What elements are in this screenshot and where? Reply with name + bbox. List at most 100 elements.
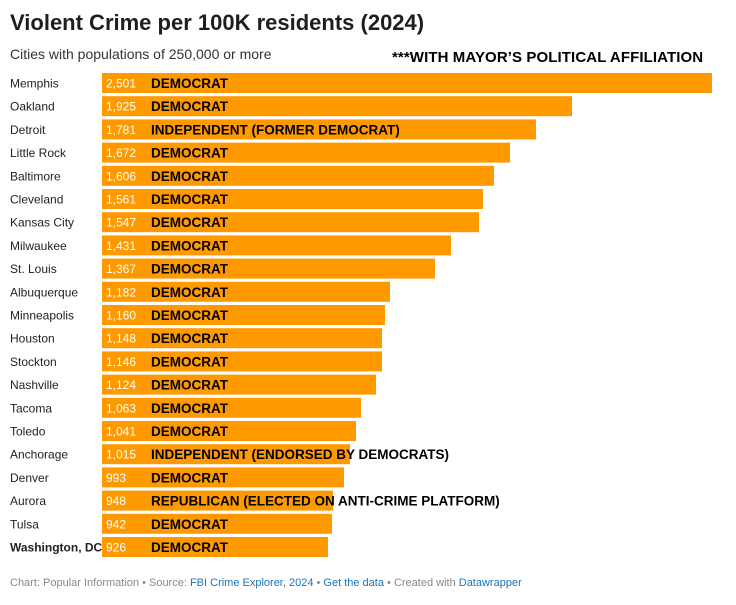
- bar-row: Anchorage 1,015 INDEPENDENT (ENDORSED BY D…: [10, 444, 449, 465]
- affiliation-label: DEMOCRAT: [151, 238, 229, 253]
- value-label: 1,146: [106, 355, 136, 369]
- bar-row: Baltimore 1,606 DEMOCRAT: [10, 165, 494, 186]
- city-label: Memphis: [10, 77, 59, 91]
- bar-row: Albuquerque 1,182 DEMOCRAT: [10, 281, 390, 302]
- bar-row: Nashville 1,124 DEMOCRAT: [10, 374, 376, 395]
- bar: [102, 513, 332, 534]
- value-label: 1,367: [106, 262, 136, 276]
- bar: [102, 119, 536, 140]
- value-label: 1,672: [106, 146, 136, 160]
- bar-row: Little Rock 1,672 DEMOCRAT: [10, 142, 510, 163]
- bar: [102, 142, 510, 163]
- chart-title: Violent Crime per 100K residents (2024): [10, 10, 425, 35]
- value-label: 926: [106, 541, 126, 555]
- source-link[interactable]: FBI Crime Explorer, 2024: [189, 577, 314, 589]
- bar: [102, 397, 361, 418]
- affiliation-label: DEMOCRAT: [151, 331, 229, 346]
- city-label: Nashville: [10, 378, 59, 392]
- city-label: Detroit: [10, 123, 46, 137]
- bar: [102, 467, 344, 488]
- affiliation-label: DEMOCRAT: [151, 470, 229, 485]
- value-label: 1,606: [106, 169, 136, 183]
- affiliation-label: DEMOCRAT: [151, 354, 229, 369]
- bar-row: St. Louis 1,367 DEMOCRAT: [10, 258, 435, 279]
- affiliation-label: DEMOCRAT: [151, 517, 229, 532]
- city-label: Albuquerque: [10, 285, 78, 299]
- bar: [102, 537, 328, 557]
- city-label: Baltimore: [10, 169, 61, 183]
- bar-row: Denver 993 DEMOCRAT: [10, 467, 344, 488]
- bar: [102, 235, 451, 256]
- affiliation-label: DEMOCRAT: [151, 540, 229, 555]
- city-label: Kansas City: [10, 216, 74, 230]
- value-label: 1,182: [106, 285, 136, 299]
- city-label: Stockton: [10, 355, 57, 369]
- affiliation-label: DEMOCRAT: [151, 76, 229, 91]
- affiliation-label: DEMOCRAT: [151, 378, 229, 393]
- footer-created-prefix: Created with: [393, 577, 459, 589]
- value-label: 1,063: [106, 401, 136, 415]
- city-label: Washington, DC: [10, 541, 103, 555]
- affiliation-label: DEMOCRAT: [151, 192, 229, 207]
- city-label: Tulsa: [10, 517, 39, 531]
- value-label: 993: [106, 471, 126, 485]
- city-label: Cleveland: [10, 193, 63, 207]
- affiliation-label: DEMOCRAT: [151, 99, 229, 114]
- footer-chart-credit: Chart: Popular Information: [10, 577, 140, 589]
- bar-row: Kansas City 1,547 DEMOCRAT: [10, 212, 479, 233]
- city-label: Tacoma: [10, 401, 52, 415]
- datawrapper-link[interactable]: Datawrapper: [458, 577, 522, 589]
- affiliation-label: REPUBLICAN (ELECTED ON ANTI-CRIME PLATFO…: [151, 494, 500, 509]
- bar: [102, 189, 483, 209]
- bar: [102, 328, 382, 349]
- bar-row: Minneapolis 1,160 DEMOCRAT: [10, 305, 385, 325]
- value-label: 1,925: [106, 100, 136, 114]
- chart-annotation: ***WITH MAYOR’S POLITICAL AFFILIATION: [392, 49, 704, 66]
- chart-footer: Chart: Popular Information • Source: FBI…: [10, 577, 522, 589]
- value-label: 1,041: [106, 425, 136, 439]
- bar: [102, 96, 572, 117]
- value-label: 948: [106, 494, 126, 508]
- city-label: St. Louis: [10, 262, 57, 276]
- get-the-data-link[interactable]: Get the data: [323, 577, 384, 589]
- footer-separator: •: [313, 577, 324, 589]
- city-label: Toledo: [10, 425, 46, 439]
- bar-row: Tulsa 942 DEMOCRAT: [10, 513, 332, 534]
- bar: [102, 258, 435, 279]
- bar-row: Milwaukee 1,431 DEMOCRAT: [10, 235, 451, 256]
- bar-row: Cleveland 1,561 DEMOCRAT: [10, 189, 483, 209]
- footer-source-prefix: Source:: [148, 577, 190, 589]
- affiliation-label: DEMOCRAT: [151, 285, 229, 300]
- bar: [102, 444, 350, 465]
- bar: [102, 212, 479, 233]
- affiliation-label: DEMOCRAT: [151, 308, 229, 323]
- bar: [102, 165, 494, 186]
- value-label: 1,015: [106, 448, 136, 462]
- bar-row: Toledo 1,041 DEMOCRAT: [10, 421, 356, 441]
- affiliation-label: DEMOCRAT: [151, 262, 229, 277]
- bar-row: Detroit 1,781 INDEPENDENT (FORMER DEMOCRAT…: [10, 119, 536, 140]
- value-label: 1,431: [106, 239, 136, 253]
- bar: [102, 374, 376, 395]
- value-label: 1,547: [106, 216, 136, 230]
- city-label: Minneapolis: [10, 309, 74, 323]
- city-label: Anchorage: [10, 448, 68, 462]
- city-label: Aurora: [10, 494, 46, 508]
- bar: [102, 421, 356, 441]
- bar: [102, 73, 712, 93]
- value-label: 1,148: [106, 332, 136, 346]
- bar-row: Oakland 1,925 DEMOCRAT: [10, 96, 572, 117]
- chart-subtitle: Cities with populations of 250,000 or mo…: [10, 46, 272, 62]
- bar: [102, 490, 333, 511]
- value-label: 2,501: [106, 77, 136, 91]
- bar-row: Houston 1,148 DEMOCRAT: [10, 328, 382, 349]
- bar: [102, 351, 382, 372]
- bar: [102, 305, 385, 325]
- affiliation-label: DEMOCRAT: [151, 424, 229, 439]
- affiliation-label: INDEPENDENT (ENDORSED BY DEMOCRATS): [151, 447, 449, 462]
- value-label: 1,160: [106, 309, 136, 323]
- city-label: Milwaukee: [10, 239, 67, 253]
- affiliation-label: DEMOCRAT: [151, 146, 229, 161]
